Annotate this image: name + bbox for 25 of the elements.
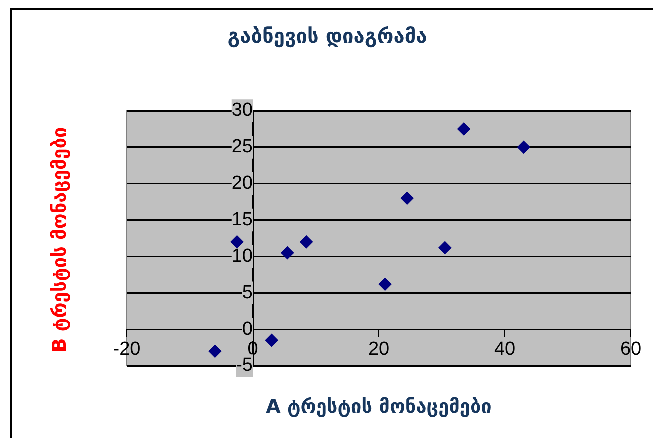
y-tick-label: 10: [232, 246, 253, 267]
point: [400, 192, 414, 205]
point: [300, 236, 314, 249]
point: [208, 344, 222, 358]
y-tick-label: -5: [236, 355, 253, 376]
chart-title: გაბნევის დიაგრამა: [226, 24, 428, 48]
y-tick-label: 0: [242, 318, 253, 340]
x-tick-label: 20: [368, 339, 390, 360]
y-tick-label: 5: [242, 282, 253, 304]
y-axis-title: B ტრესტის მონაცემები: [49, 127, 71, 353]
point: [378, 278, 392, 291]
x-tick-label: 40: [494, 339, 516, 360]
point: [265, 334, 278, 347]
point: [438, 241, 452, 254]
y-tick-label: 30: [232, 100, 253, 122]
point: [517, 140, 530, 154]
y-tick-label: 15: [232, 210, 253, 231]
x-tick-label: -20: [113, 339, 141, 360]
point: [230, 236, 244, 249]
x-axis-title: A ტრესტის მონაცემები: [265, 396, 493, 418]
y-tick-label: 20: [232, 173, 253, 194]
point: [458, 122, 471, 136]
x-tick-label: 60: [620, 339, 642, 360]
point: [281, 246, 294, 260]
y-tick-label: 25: [232, 136, 253, 158]
